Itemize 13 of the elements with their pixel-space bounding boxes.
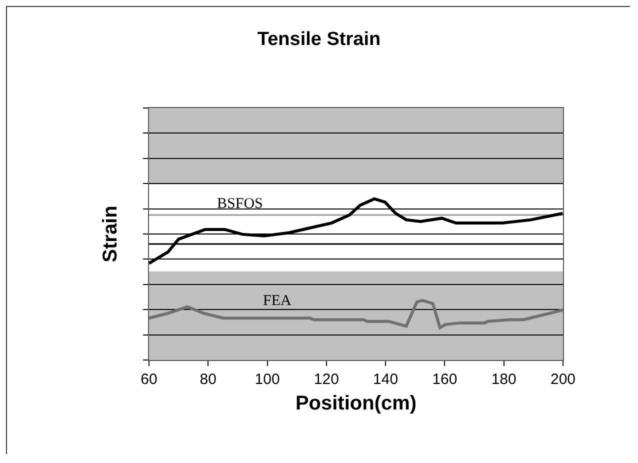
series-label: FEA: [263, 293, 292, 309]
x-tick-label: 160: [432, 371, 458, 388]
chart-title: Tensile Strain: [257, 28, 381, 50]
series-label: BSFOS: [217, 196, 263, 212]
x-tick-label: 80: [200, 371, 216, 388]
x-tick-label: 100: [254, 371, 280, 388]
x-tick-label: 180: [491, 371, 516, 388]
x-tick-label: 140: [373, 371, 398, 388]
x-axis-title: Position(cm): [295, 392, 417, 414]
x-tick-label: 200: [550, 371, 576, 388]
x-tick-label: 60: [140, 371, 158, 388]
y-axis-title: Strain: [100, 206, 122, 262]
x-tick-label: 120: [314, 371, 339, 388]
